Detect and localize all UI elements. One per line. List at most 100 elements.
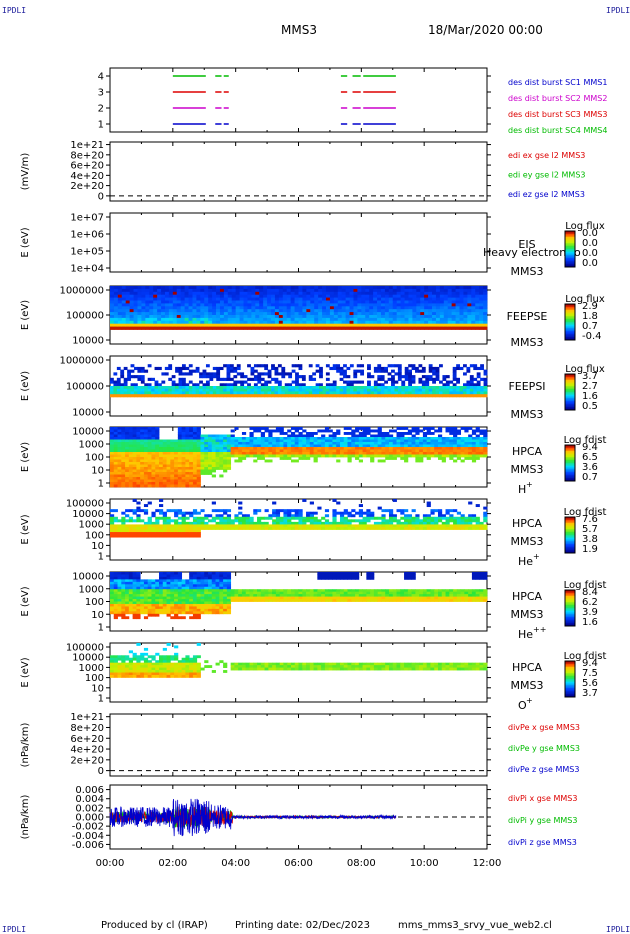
panel-feepse-pixel xyxy=(172,288,178,293)
panel-feepse-pixel xyxy=(196,297,201,301)
panel-feepse-pixel xyxy=(133,320,138,325)
panel-hpca-he-pixel xyxy=(166,534,171,538)
panel-feepse-pixel xyxy=(141,286,146,290)
panel-hpca-h-pixel xyxy=(309,447,314,450)
panel-feepse-pixel xyxy=(412,315,417,319)
panel-hpca-h-pixel xyxy=(411,437,416,440)
panel-feepsi-pixel xyxy=(442,375,447,379)
panel-hpca-h-colorbar-segment xyxy=(565,472,575,474)
panel-hpca-h-pixel xyxy=(121,444,126,448)
panel-feepse-pixel xyxy=(208,309,213,313)
panel-feepsi-pixel xyxy=(267,375,272,379)
panel-feepse-pixel xyxy=(424,323,429,327)
panel-hpca-h-pixel xyxy=(441,457,446,460)
panel-hpca-h-pixel xyxy=(388,437,394,440)
panel-hpca-h-pixel xyxy=(196,482,201,485)
panel-hpca-he-pixel xyxy=(471,526,477,530)
panel-feepsi-pixel xyxy=(216,391,221,395)
panel-feepse-pixel xyxy=(208,303,213,307)
panel-hpca-he-pixel xyxy=(177,521,183,525)
panel-feepsi-pixel xyxy=(463,364,467,368)
panel-hpca-he-pixel xyxy=(449,519,454,523)
panel-feepse-pixel xyxy=(302,317,307,322)
panel-hpca-he-pixel xyxy=(298,519,303,523)
panel-hpca-he-pixel xyxy=(245,516,250,520)
panel-feepsi-pixel xyxy=(408,394,412,398)
panel-feepse-pixel xyxy=(227,286,233,290)
panel-hpca-h-pixel xyxy=(211,467,216,470)
panel-hpca-h-pixel xyxy=(125,442,130,445)
panel-feepsi-pixel xyxy=(291,364,296,368)
panel-feepsi-pixel xyxy=(110,380,114,384)
panel-hpca-h-pixel xyxy=(456,432,462,435)
panel-hpca-he-pixel xyxy=(388,524,394,528)
panel-feepsi-pixel xyxy=(305,391,310,395)
panel-feepse-pixel xyxy=(420,317,425,322)
panel-feepse-pixel xyxy=(168,326,174,330)
panel-feepse-pixel xyxy=(208,300,213,304)
panel-feepse-pixel xyxy=(133,303,138,307)
panel-hpca-h-pixel xyxy=(223,462,228,465)
panel-hpca-he-pixel xyxy=(211,501,216,505)
panel-hpca-h-pixel xyxy=(181,484,186,488)
panel-feepse-pixel xyxy=(408,286,413,290)
panel-hpca-he-pixel xyxy=(140,509,145,513)
panel-hpca-h-pixel xyxy=(140,484,145,488)
panel-feepse-pixel xyxy=(267,306,272,310)
panel-hpca-h-pixel xyxy=(366,429,371,433)
panel-feepse-pixel xyxy=(196,286,201,290)
panel-feepse-colorbar-segment xyxy=(565,329,575,332)
panel-hpca-h-pixel xyxy=(415,427,420,430)
panel-feepsi-pixel xyxy=(349,380,354,384)
panel-hpca-he-pixel xyxy=(257,526,262,530)
panel-feepsi-pixel xyxy=(223,388,227,392)
panel-divpe-ytick-label: 1e+21 xyxy=(70,712,104,723)
panel-feepse-pixel xyxy=(282,300,288,304)
panel-feepse-pixel xyxy=(325,326,331,330)
panel-feepsi-pixel xyxy=(171,394,176,398)
panel-feepsi-pixel xyxy=(171,375,176,379)
panel-feepse-pixel xyxy=(239,300,244,304)
panel-feepse-pixel xyxy=(180,315,186,319)
panel-hpca-he-pixel xyxy=(253,521,258,525)
panel-feepse-pixel xyxy=(483,291,488,296)
panel-hpca-h-pixel xyxy=(430,442,435,445)
panel-hpca-h-pixel xyxy=(309,439,314,443)
panel-feepsi-pixel xyxy=(188,394,193,398)
panel-hpca-h-pixel xyxy=(192,464,198,468)
panel-feepse-pixel xyxy=(471,297,476,301)
panel-hpca-h-pixel xyxy=(128,464,134,468)
panel-hpca-he-pixel xyxy=(219,516,224,520)
panel-feepse-pixel xyxy=(259,291,264,296)
panel-hpca-he-pixel xyxy=(166,524,171,528)
panel-hpca-h-pixel xyxy=(268,437,273,440)
panel-feepse-pixel xyxy=(404,294,409,298)
panel-feepse-pixel xyxy=(471,288,476,293)
panel-hpca-h-pixel xyxy=(151,444,156,448)
panel-feepse-pixel xyxy=(369,312,374,316)
panel-feepsi-pixel xyxy=(168,377,173,381)
panel-feepsi-pixel xyxy=(445,380,450,384)
panel-feepsi-pixel xyxy=(332,391,337,395)
panel-feepsi-pixel xyxy=(469,391,474,395)
panel-hpca-h-pixel xyxy=(471,457,477,460)
panel-hpca-h-pixel xyxy=(219,449,224,453)
panel-hpca-h-pixel xyxy=(155,454,160,458)
panel-hpca-h-pixel xyxy=(411,449,416,453)
panel-feepse-pixel xyxy=(235,309,240,313)
panel-feepsi-pixel xyxy=(301,394,306,398)
panel-feepsi-colorbar-segment xyxy=(565,390,575,393)
panel-feepse-pixel xyxy=(416,294,421,298)
panel-hpca-he-pixel xyxy=(283,526,288,530)
panel-feepse-pixel xyxy=(471,320,476,325)
panel-feepse-colorbar-tick-label: 2.9 xyxy=(582,301,598,312)
panel-feepse-pixel xyxy=(408,315,413,319)
panel-feepse-pixel xyxy=(404,286,409,290)
panel-feepse-pixel xyxy=(294,315,299,319)
panel-feepsi-pixel xyxy=(161,394,166,398)
panel-feepsi-pixel xyxy=(456,380,460,384)
panel-feepsi-pixel xyxy=(113,372,118,376)
panel-feepse-pixel xyxy=(345,288,350,293)
panel-hpca-h-pixel xyxy=(234,439,239,443)
panel-feepsi-pixel xyxy=(123,394,128,398)
